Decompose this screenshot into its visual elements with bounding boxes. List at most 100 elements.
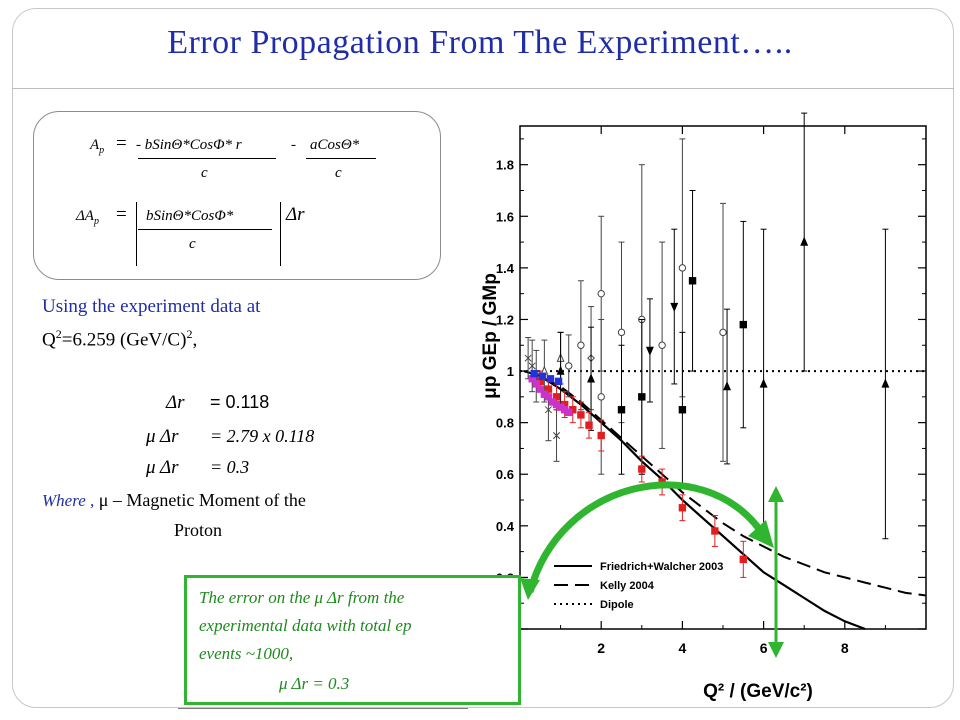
eq2-rhs: = 2.79 x 0.118	[210, 426, 315, 446]
callout-line-1: The error on the μ Δr from the	[199, 588, 405, 607]
dap-equals: =	[116, 204, 127, 225]
eq1-lhs: Δr	[166, 392, 185, 413]
footer-divider	[178, 708, 468, 709]
red-point	[658, 478, 666, 486]
red-point	[711, 527, 719, 535]
ap-lhs: Ap	[90, 137, 105, 156]
eq1-rhs: = 0.118	[210, 392, 270, 412]
y-axis-label: μp GEp / GMp	[480, 273, 501, 399]
dap-numerator: bSinΘ*CosΦ*	[146, 208, 234, 224]
axis-labels: Q² / (GeV/c²) μp GEp / GMp	[480, 273, 813, 702]
eq3-lhs: μ Δr	[146, 457, 179, 478]
solid-point	[759, 378, 768, 388]
open-point	[597, 289, 605, 298]
legend-label: Kelly 2004	[600, 580, 655, 592]
open-point-b	[524, 354, 532, 362]
solid-point	[556, 365, 565, 375]
x-tick-label: 6	[760, 640, 768, 656]
blue-point	[538, 372, 547, 380]
eq3-rhs: = 0.3	[210, 457, 250, 477]
open-point	[658, 341, 666, 349]
open-point-b	[528, 362, 536, 370]
open-point	[719, 328, 727, 337]
chart-legend: Friedrich+Walcher 2003 Kelly 2004 Dipole	[554, 561, 723, 611]
purple-point	[536, 385, 544, 393]
purple-point	[565, 408, 573, 417]
callout-line-4: μ Δr = 0.3	[279, 674, 350, 693]
red-point	[585, 421, 593, 429]
solid-point	[670, 302, 679, 313]
solid-point	[739, 320, 748, 329]
red-point	[739, 555, 748, 564]
dap-delta-r: Δr	[286, 204, 305, 225]
y-tick-label: 0.4	[496, 519, 515, 534]
open-point	[617, 328, 626, 337]
y-tick-label: 1	[507, 364, 514, 379]
solid-point	[881, 378, 890, 388]
red-point	[552, 393, 561, 401]
dap-abs-bar-left	[136, 202, 137, 266]
solid-point	[678, 406, 687, 414]
ap-term2-denominator: c	[335, 165, 342, 181]
blue-point	[530, 369, 538, 378]
open-point-b	[552, 431, 561, 440]
y-tick-label: 0.6	[496, 467, 514, 482]
solid-point	[800, 236, 809, 246]
blue-point	[546, 375, 555, 383]
legend-label: Friedrich+Walcher 2003	[600, 561, 723, 573]
y-tick-label: 1.2	[496, 312, 514, 327]
eq2-lhs: μ Δr	[146, 426, 179, 447]
where-line: Where , μ – Magnetic Moment of the	[42, 490, 306, 510]
using-data-line: Using the experiment data at	[42, 296, 261, 317]
legend-label: Dipole	[600, 599, 634, 611]
solid-point	[638, 393, 646, 401]
dap-fraction-bar	[138, 229, 272, 230]
x-ticks: 2 4 6 8	[560, 126, 886, 656]
callout-line-3: events ~1000,	[199, 644, 294, 663]
callout-line-2: experimental data with total ep	[199, 616, 412, 635]
x-tick-label: 2	[597, 640, 605, 656]
x-axis-label: Q² / (GeV/c²)	[703, 681, 813, 702]
dap-abs-bar-right	[280, 202, 281, 266]
open-point	[597, 393, 605, 401]
ap-fraction-bar-2	[306, 158, 376, 159]
red-point	[544, 385, 553, 393]
purple-point	[532, 380, 540, 388]
q2-line: Q2=6.259 (GeV/C)2,	[42, 327, 198, 351]
y-tick-label: 0.8	[496, 416, 514, 431]
ap-fraction-bar-1	[138, 158, 276, 159]
where-line-2: Proton	[174, 520, 223, 540]
solid-point	[617, 406, 626, 414]
y-tick-label: 1.6	[496, 209, 514, 224]
ap-term1-denominator: c	[201, 165, 208, 181]
slide-frame	[12, 8, 954, 708]
y-tick-label: 1.8	[496, 158, 514, 173]
x-tick-label: 8	[841, 640, 849, 656]
y-ticks: 00.20.40.60.811.21.41.61.8	[496, 138, 926, 637]
red-point	[638, 465, 646, 473]
red-point	[577, 411, 585, 419]
y-tick-label: 1.4	[496, 261, 515, 276]
open-point-b	[544, 406, 552, 414]
data-points	[524, 112, 890, 578]
solid-point	[688, 277, 697, 285]
error-callout-box: The error on the μ Δr from the experimen…	[184, 575, 521, 705]
slide-title: Error Propagation From The Experiment…..	[167, 24, 793, 61]
solid-point	[645, 346, 654, 356]
ap-term2-numerator: aCosΘ*	[310, 137, 360, 153]
ap-term1-numerator: - bSinΘ*CosΦ* r	[136, 137, 242, 153]
open-point	[577, 341, 585, 349]
curve-kelly-2004	[523, 370, 927, 597]
blue-point	[554, 377, 563, 386]
red-point	[678, 504, 687, 512]
formula-box: Ap = - bSinΘ*CosΦ* r c - aCosΘ* c ΔAp = …	[33, 111, 441, 280]
dap-denominator: c	[189, 236, 196, 252]
ap-equals: =	[116, 133, 127, 154]
red-point	[597, 431, 605, 440]
dap-lhs: ΔAp	[76, 208, 99, 227]
open-point	[678, 264, 687, 272]
open-point	[565, 362, 573, 370]
solid-point	[587, 373, 596, 383]
solid-point	[723, 381, 732, 391]
